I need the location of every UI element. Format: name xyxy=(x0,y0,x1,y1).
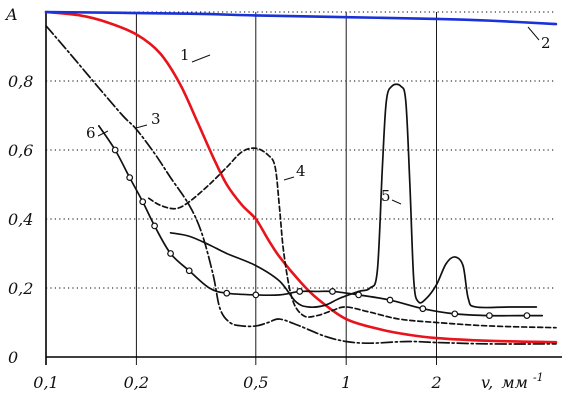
series-6-marker xyxy=(139,198,147,206)
series-6-marker xyxy=(451,310,459,318)
x-axis-label-prefix: v, xyxy=(481,373,493,392)
curve-label-leader-2 xyxy=(527,26,540,41)
x-axis-label-unit: мм xyxy=(501,373,528,392)
y-tick-label: 0,4 xyxy=(8,210,33,229)
x-tick-label: 0,2 xyxy=(124,373,149,392)
series-6-marker xyxy=(486,312,493,320)
series-6-marker xyxy=(126,174,134,182)
curve-label-6: 6 xyxy=(86,124,96,142)
series-6-marker xyxy=(185,267,193,275)
series-6-marker xyxy=(252,291,260,299)
grid xyxy=(45,11,562,365)
curve-label-leader-1 xyxy=(191,54,211,63)
series-line-3 xyxy=(45,24,557,345)
x-tick-label: 2 xyxy=(430,373,441,392)
y-axis-label: A xyxy=(4,5,18,24)
curve-label-2: 2 xyxy=(541,34,551,52)
x-axis-label: v, мм -1 xyxy=(481,371,544,392)
curve-label-leader-4 xyxy=(283,176,295,181)
y-tick-label: 0,6 xyxy=(8,141,33,160)
curve-label-leader-3 xyxy=(135,124,148,129)
series-6-marker xyxy=(167,250,174,257)
series-6-marker xyxy=(151,222,158,230)
series-layer xyxy=(44,10,558,345)
y-tick-label: 0 xyxy=(8,348,18,367)
series-6-marker xyxy=(355,291,363,299)
series-line-2 xyxy=(44,10,558,26)
series-6-marker xyxy=(296,288,304,295)
labels-layer: 1 2 3 4 5 6 xyxy=(86,26,551,205)
ticks-layer: 0,1 0,2 0,5 1 2 0 0,2 0,4 0,6 0,8 xyxy=(8,72,442,392)
curve-label-3: 3 xyxy=(151,110,161,128)
y-tick-label: 0,8 xyxy=(8,72,33,91)
series-line-5 xyxy=(169,83,538,309)
curve-label-4: 4 xyxy=(296,162,306,180)
series-line-1 xyxy=(44,10,558,344)
y-tick-label: 0,2 xyxy=(8,279,33,298)
x-tick-label: 0,5 xyxy=(243,373,268,392)
series-6-marker xyxy=(111,146,119,154)
x-tick-label: 1 xyxy=(341,373,351,392)
x-tick-label: 0,1 xyxy=(33,373,58,392)
curve-label-1: 1 xyxy=(180,46,190,64)
series-6-marker xyxy=(523,312,531,320)
series-6-marker xyxy=(386,296,394,304)
series-line-6 xyxy=(98,125,544,317)
curve-label-leader-6 xyxy=(97,130,109,137)
series-6-marker xyxy=(329,288,336,295)
series-line-4 xyxy=(147,147,557,329)
curve-label-5: 5 xyxy=(381,187,391,205)
curve-label-leader-5 xyxy=(391,199,402,205)
series-6-marker xyxy=(419,305,427,313)
x-axis-label-exp: -1 xyxy=(533,371,544,384)
series-6-marker xyxy=(223,289,231,297)
